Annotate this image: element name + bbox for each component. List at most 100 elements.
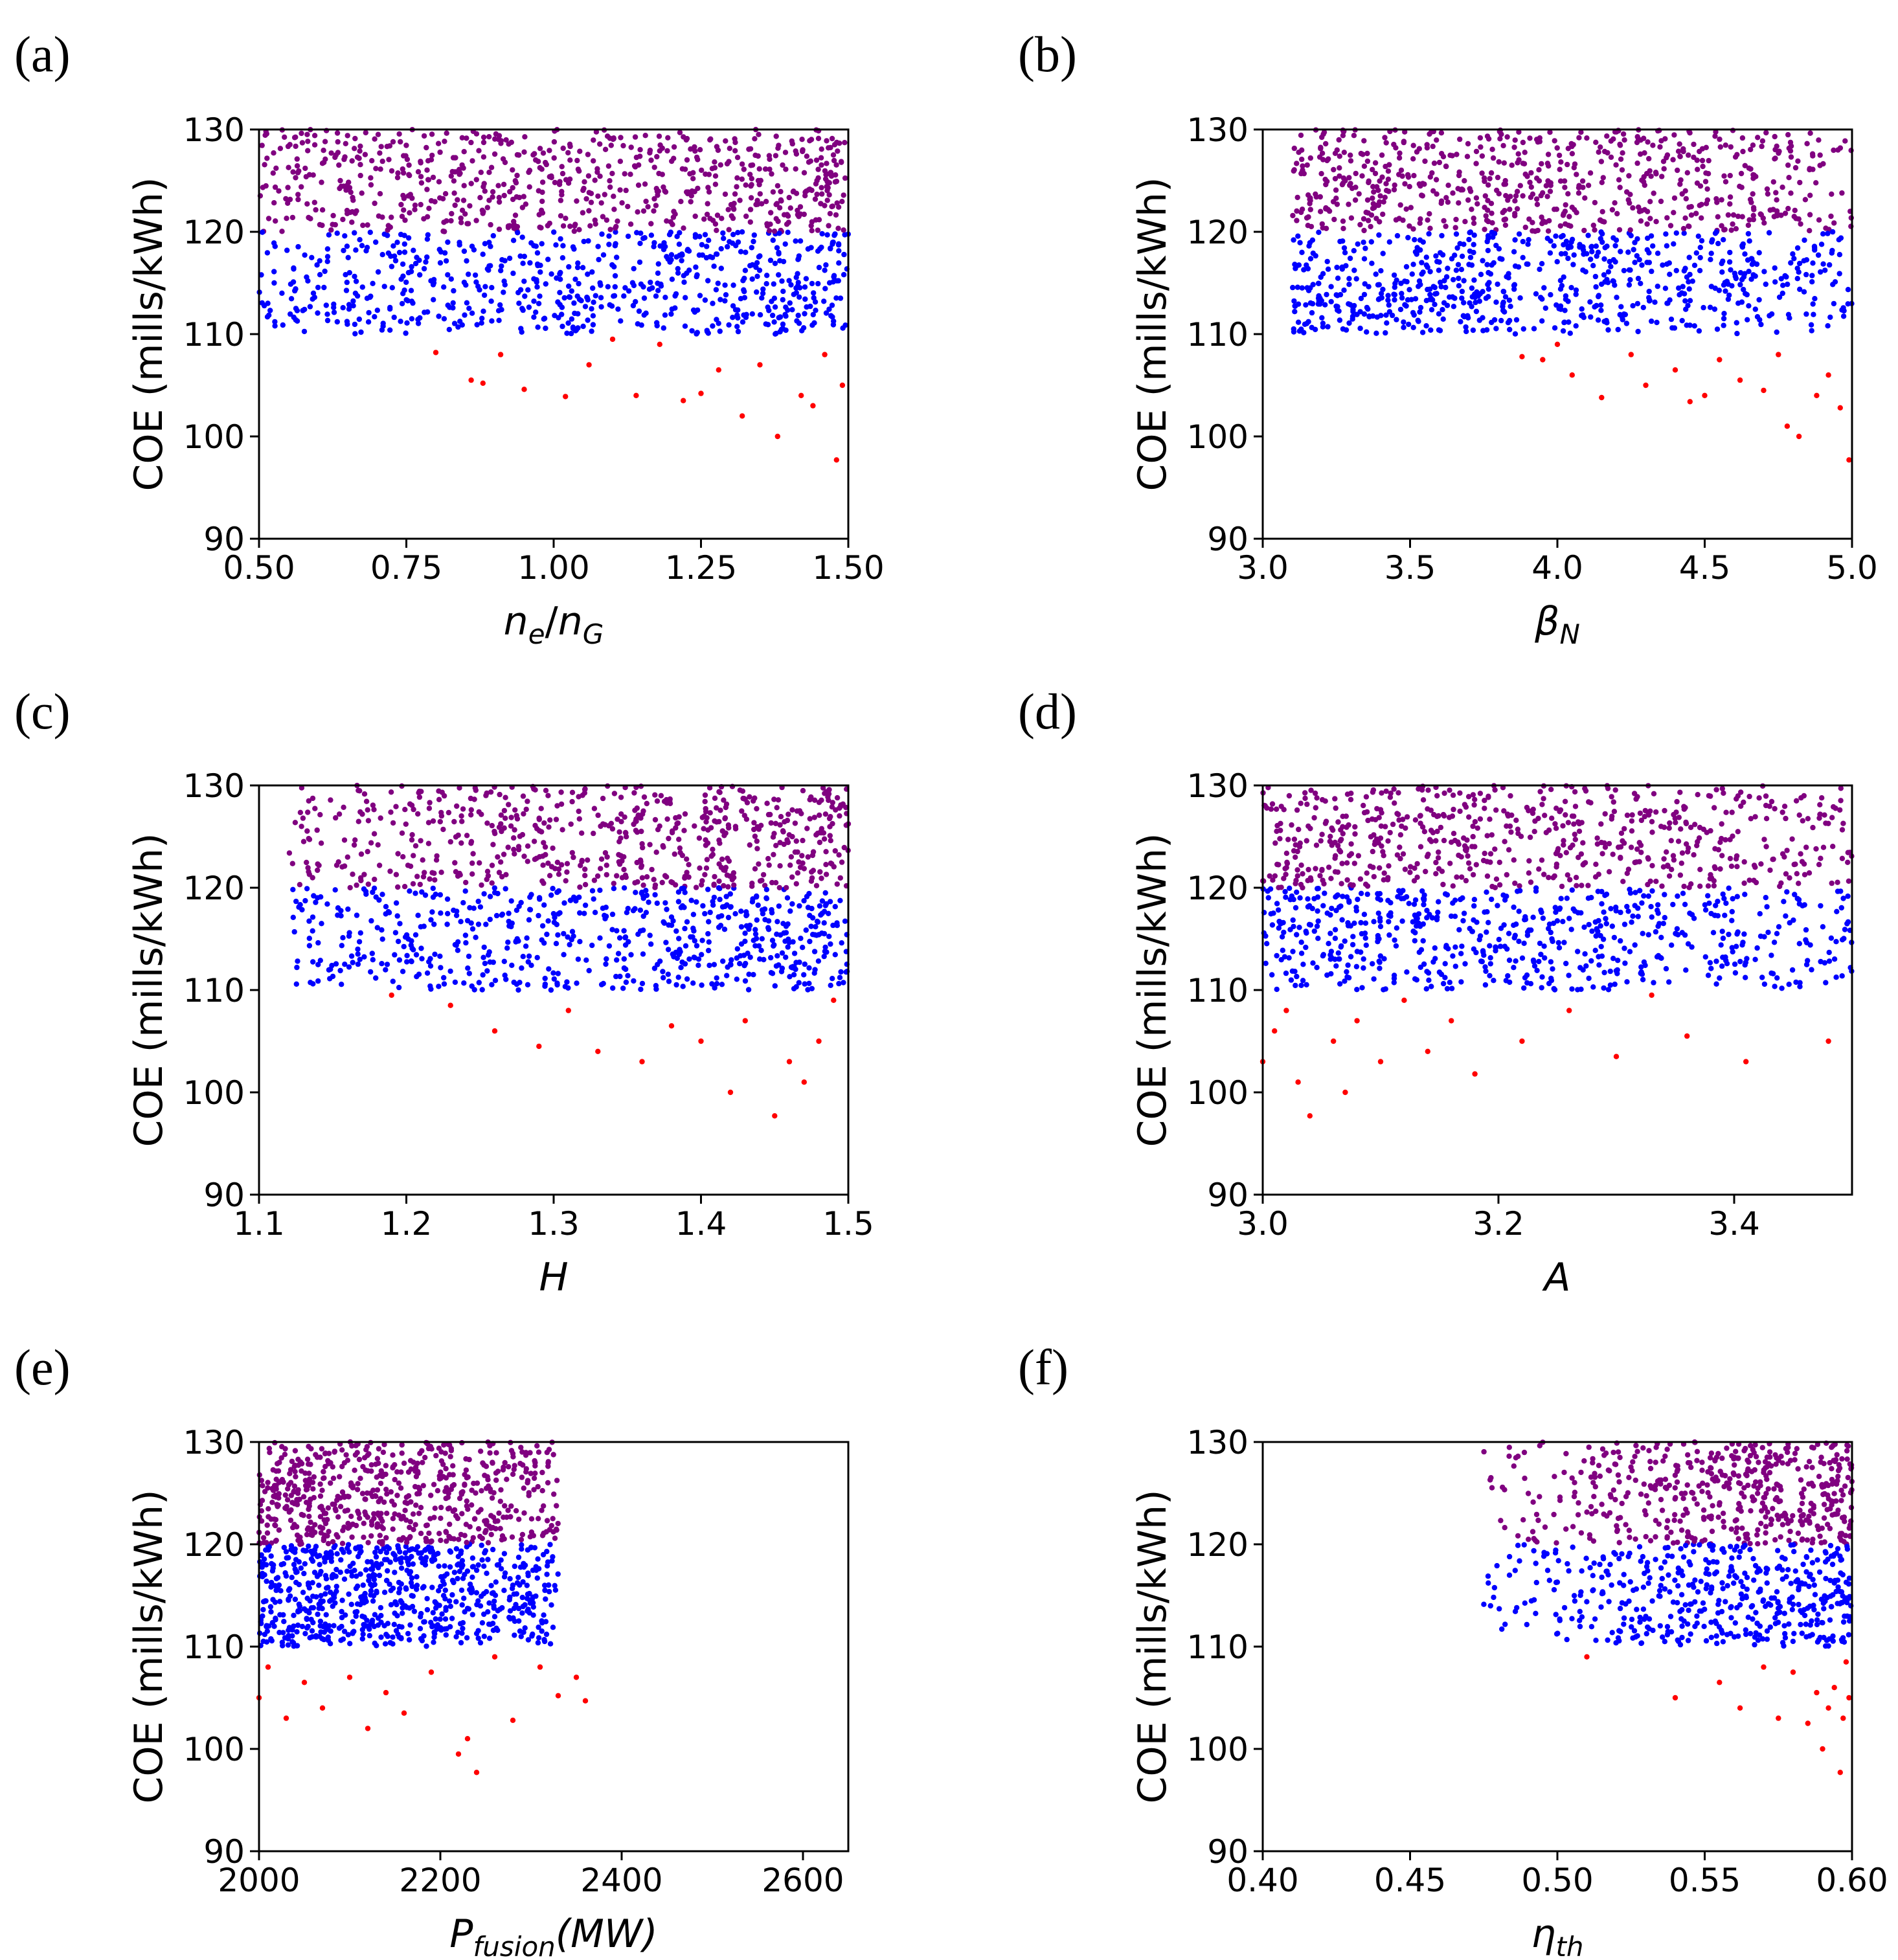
- point-high: [717, 807, 723, 813]
- point-mid: [699, 982, 705, 988]
- point-mid: [661, 247, 667, 253]
- point-mid: [307, 304, 313, 310]
- point-mid: [531, 299, 537, 304]
- point-high: [1601, 219, 1607, 225]
- point-mid: [597, 280, 603, 286]
- point-high: [1579, 178, 1586, 184]
- point-mid: [1634, 300, 1641, 307]
- point-mid: [822, 949, 828, 954]
- point-high: [1318, 146, 1324, 152]
- point-mid: [697, 234, 703, 240]
- point-mid: [510, 238, 517, 243]
- point-high: [354, 208, 359, 214]
- point-high: [1450, 190, 1456, 196]
- point-mid: [1772, 984, 1778, 989]
- point-mid: [1630, 913, 1636, 919]
- point-mid: [374, 925, 380, 930]
- point-high: [1662, 807, 1667, 814]
- point-low: [774, 433, 781, 440]
- point-mid: [771, 319, 777, 325]
- point-high: [617, 187, 623, 193]
- point-high: [726, 825, 732, 831]
- point-mid: [1763, 895, 1768, 901]
- point-mid: [772, 304, 778, 310]
- point-high: [824, 183, 830, 190]
- point-mid: [1484, 327, 1490, 333]
- point-high: [393, 872, 400, 877]
- point-high: [759, 201, 765, 207]
- point-mid: [1603, 916, 1609, 921]
- point-mid: [1516, 938, 1522, 945]
- point-mid: [562, 984, 569, 989]
- point-high: [435, 141, 442, 146]
- point-high: [804, 153, 810, 159]
- point-high: [664, 816, 670, 822]
- point-high: [1572, 804, 1579, 809]
- point-high: [768, 210, 774, 216]
- point-high: [508, 823, 514, 829]
- point-high: [1470, 872, 1476, 878]
- point-high: [1727, 173, 1733, 179]
- point-high: [440, 826, 446, 833]
- point-high: [1816, 217, 1822, 223]
- point-mid: [614, 957, 620, 963]
- point-high: [1741, 799, 1746, 805]
- point-mid: [561, 952, 567, 958]
- point-high: [1380, 849, 1386, 855]
- point-mid: [534, 277, 539, 283]
- point-mid: [1818, 269, 1824, 275]
- point-mid: [427, 956, 433, 962]
- point-high: [1785, 162, 1791, 168]
- point-mid: [607, 302, 613, 308]
- point-high: [1536, 178, 1542, 184]
- point-low: [1784, 423, 1791, 429]
- point-high: [1487, 817, 1493, 822]
- point-mid: [350, 960, 356, 965]
- point-mid: [1391, 291, 1397, 297]
- point-mid: [1705, 893, 1711, 899]
- point-high: [1489, 146, 1495, 152]
- point-mid: [1504, 894, 1509, 899]
- point-mid: [720, 958, 726, 964]
- point-high: [773, 201, 779, 207]
- point-mid: [1702, 907, 1709, 913]
- point-high: [1293, 854, 1298, 861]
- point-mid: [756, 254, 762, 260]
- point-mid: [741, 275, 747, 282]
- point-mid: [381, 231, 387, 237]
- point-mid: [504, 945, 510, 951]
- point-mid: [1405, 234, 1411, 241]
- point-mid: [1655, 902, 1661, 908]
- point-mid: [613, 229, 618, 235]
- point-high: [704, 857, 710, 862]
- point-high: [390, 139, 396, 145]
- point-high: [1502, 222, 1509, 228]
- point-mid: [487, 916, 493, 923]
- point-high: [512, 851, 517, 857]
- point-high: [480, 208, 486, 214]
- point-high: [794, 808, 800, 814]
- point-mid: [569, 288, 574, 294]
- point-mid: [1386, 302, 1392, 308]
- point-high: [1530, 228, 1535, 234]
- point-high: [1738, 803, 1744, 809]
- point-high: [1783, 815, 1789, 822]
- point-high: [632, 134, 638, 140]
- point-high: [299, 824, 304, 829]
- point-mid: [1512, 331, 1519, 337]
- point-mid: [1553, 233, 1559, 239]
- point-high: [598, 200, 604, 206]
- point-high: [458, 813, 464, 819]
- point-high: [640, 844, 646, 851]
- point-mid: [1748, 276, 1754, 282]
- point-high: [1319, 150, 1326, 156]
- point-high: [722, 815, 729, 821]
- point-high: [706, 189, 712, 195]
- point-mid: [684, 976, 690, 982]
- point-high: [1379, 152, 1385, 158]
- point-mid: [1336, 956, 1342, 962]
- point-high: [1816, 137, 1822, 143]
- point-high: [332, 154, 338, 161]
- point-high: [536, 188, 541, 194]
- point-high: [1755, 135, 1761, 141]
